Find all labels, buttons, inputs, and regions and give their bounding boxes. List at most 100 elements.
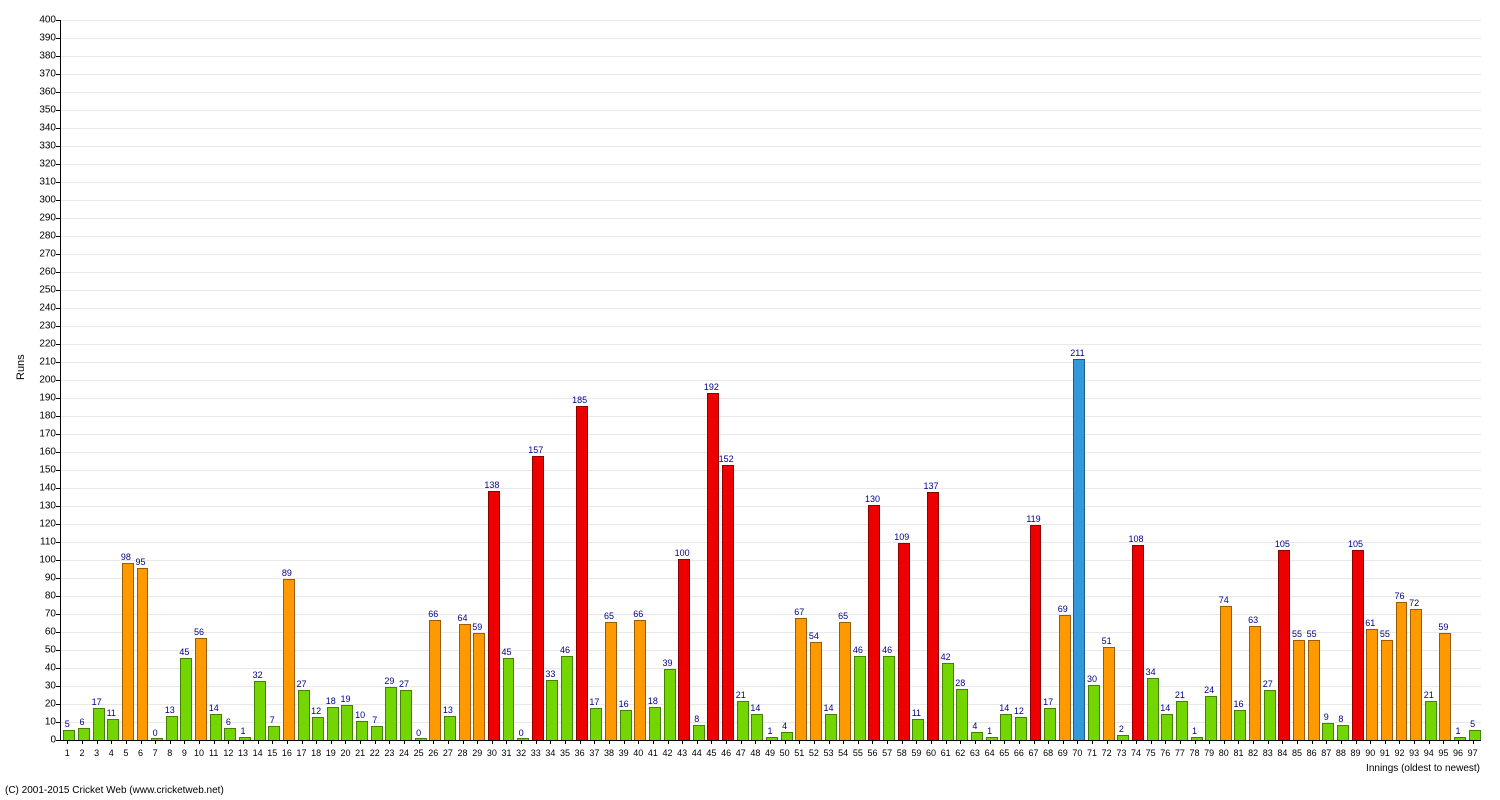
bar	[195, 638, 207, 740]
gridline	[61, 128, 1481, 129]
bar	[429, 620, 441, 740]
x-tick-label: 91	[1380, 748, 1390, 758]
y-tick-mark	[56, 56, 60, 57]
x-tick-mark	[814, 740, 815, 744]
bar	[883, 656, 895, 740]
x-tick-mark	[1151, 740, 1152, 744]
y-tick-mark	[56, 362, 60, 363]
bar	[693, 725, 705, 740]
x-tick-mark	[477, 740, 478, 744]
x-tick-label: 35	[560, 748, 570, 758]
x-tick-label: 97	[1468, 748, 1478, 758]
gridline	[61, 524, 1481, 525]
gridline	[61, 254, 1481, 255]
y-tick-mark	[56, 128, 60, 129]
x-tick-mark	[1268, 740, 1269, 744]
x-tick-mark	[126, 740, 127, 744]
x-tick-mark	[1282, 740, 1283, 744]
bar	[927, 492, 939, 740]
x-tick-label: 78	[1190, 748, 1200, 758]
x-tick-label: 83	[1263, 748, 1273, 758]
bar	[415, 738, 427, 740]
bar	[239, 737, 251, 740]
y-tick-label: 360	[16, 87, 56, 98]
x-tick-label: 26	[428, 748, 438, 758]
bar	[1308, 640, 1320, 740]
bar	[868, 505, 880, 740]
x-tick-label: 23	[384, 748, 394, 758]
x-tick-label: 27	[443, 748, 453, 758]
x-tick-label: 49	[765, 748, 775, 758]
y-tick-label: 400	[16, 15, 56, 26]
x-tick-label: 9	[182, 748, 187, 758]
gridline	[61, 182, 1481, 183]
y-tick-mark	[56, 92, 60, 93]
x-tick-label: 73	[1116, 748, 1126, 758]
x-tick-mark	[1399, 740, 1400, 744]
x-tick-label: 65	[999, 748, 1009, 758]
x-tick-mark	[1414, 740, 1415, 744]
bar	[795, 618, 807, 740]
x-tick-mark	[858, 740, 859, 744]
bar-value-label: 5	[65, 719, 70, 729]
bar-value-label: 4	[972, 721, 977, 731]
gridline	[61, 146, 1481, 147]
gridline	[61, 488, 1481, 489]
bar	[327, 707, 339, 740]
bar	[1264, 690, 1276, 740]
x-tick-mark	[916, 740, 917, 744]
x-tick-mark	[506, 740, 507, 744]
gridline	[61, 398, 1481, 399]
y-tick-label: 370	[16, 69, 56, 80]
bar	[766, 737, 778, 740]
gridline	[61, 20, 1481, 21]
bar	[107, 719, 119, 740]
bar-value-label: 13	[165, 705, 175, 715]
bar-value-label: 61	[1365, 618, 1375, 628]
x-tick-mark	[1297, 740, 1298, 744]
x-tick-label: 72	[1102, 748, 1112, 758]
bar-value-label: 30	[1087, 674, 1097, 684]
x-tick-label: 18	[311, 748, 321, 758]
x-tick-label: 63	[970, 748, 980, 758]
y-tick-label: 350	[16, 105, 56, 116]
bar-value-label: 12	[311, 706, 321, 716]
gridline	[61, 416, 1481, 417]
bar-value-label: 21	[1424, 690, 1434, 700]
bar	[93, 708, 105, 740]
bar	[268, 726, 280, 740]
x-tick-mark	[741, 740, 742, 744]
x-tick-mark	[931, 740, 932, 744]
x-tick-label: 66	[1014, 748, 1024, 758]
bar-value-label: 72	[1409, 598, 1419, 608]
x-tick-mark	[1370, 740, 1371, 744]
gridline	[61, 596, 1481, 597]
x-tick-mark	[887, 740, 888, 744]
x-tick-mark	[345, 740, 346, 744]
bar	[137, 568, 149, 740]
bar-value-label: 45	[501, 647, 511, 657]
y-tick-mark	[56, 632, 60, 633]
bar-value-label: 89	[282, 568, 292, 578]
y-tick-mark	[56, 398, 60, 399]
x-tick-mark	[711, 740, 712, 744]
x-tick-label: 28	[458, 748, 468, 758]
bar-value-label: 16	[619, 699, 629, 709]
bar	[737, 701, 749, 740]
x-tick-label: 75	[1146, 748, 1156, 758]
y-tick-mark	[56, 722, 60, 723]
x-tick-label: 33	[531, 748, 541, 758]
y-tick-label: 180	[16, 411, 56, 422]
x-tick-label: 15	[267, 748, 277, 758]
x-tick-mark	[389, 740, 390, 744]
x-tick-mark	[580, 740, 581, 744]
x-tick-label: 19	[326, 748, 336, 758]
gridline	[61, 164, 1481, 165]
bar-value-label: 4	[782, 721, 787, 731]
bar	[942, 663, 954, 740]
bar-value-label: 59	[472, 622, 482, 632]
bar-value-label: 137	[924, 481, 939, 491]
x-tick-mark	[82, 740, 83, 744]
bar-value-label: 27	[399, 679, 409, 689]
x-tick-mark	[258, 740, 259, 744]
